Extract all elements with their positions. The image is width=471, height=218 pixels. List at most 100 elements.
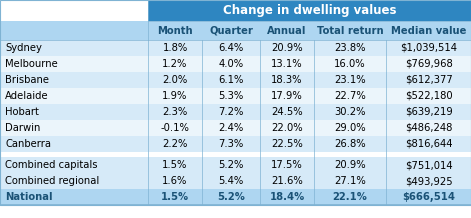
Bar [148,72,202,88]
Bar [0,40,148,56]
Text: $493,925: $493,925 [405,176,452,186]
Text: 26.8%: 26.8% [334,139,366,149]
Bar [202,120,260,136]
Text: 13.1%: 13.1% [271,59,303,69]
Text: Median value: Median value [391,26,466,36]
Bar [202,173,260,189]
Text: -0.1%: -0.1% [161,123,189,133]
Bar [314,104,386,120]
Text: 2.3%: 2.3% [162,107,187,117]
Bar [314,88,386,104]
Bar [148,173,202,189]
Text: 5.3%: 5.3% [219,91,244,101]
Bar [386,157,471,173]
Text: 2.2%: 2.2% [162,139,187,149]
Text: 1.2%: 1.2% [162,59,187,69]
Bar [148,120,202,136]
Text: 4.0%: 4.0% [219,59,244,69]
Bar [148,136,202,152]
Bar [148,21,202,40]
Bar [148,56,202,72]
Text: Total return: Total return [317,26,383,36]
Bar [386,104,471,120]
Bar [0,21,148,40]
Bar [260,40,314,56]
Text: 22.5%: 22.5% [271,139,303,149]
Bar [148,104,202,120]
Bar [260,157,314,173]
Text: 6.1%: 6.1% [219,75,244,85]
Bar [260,104,314,120]
Bar [0,72,148,88]
Bar [202,104,260,120]
Bar [202,72,260,88]
Text: 1.9%: 1.9% [162,91,187,101]
Bar [0,157,148,173]
Text: 18.4%: 18.4% [269,192,305,202]
Text: 23.8%: 23.8% [334,43,366,53]
Bar [0,189,148,205]
Bar [148,88,202,104]
Bar [314,21,386,40]
Bar [314,189,386,205]
Text: $522,180: $522,180 [405,91,452,101]
Text: 17.9%: 17.9% [271,91,303,101]
Bar [386,72,471,88]
Text: Combined capitals: Combined capitals [5,160,97,170]
Text: 2.4%: 2.4% [219,123,244,133]
Bar [386,189,471,205]
Bar [0,136,148,152]
Bar [260,189,314,205]
Text: 1.8%: 1.8% [162,43,187,53]
Bar [0,173,148,189]
Text: Hobart: Hobart [5,107,39,117]
Bar [202,157,260,173]
Text: National: National [5,192,52,202]
Bar [260,173,314,189]
Bar [386,40,471,56]
Text: 20.9%: 20.9% [271,43,303,53]
Text: Brisbane: Brisbane [5,75,49,85]
Text: 1.5%: 1.5% [162,160,187,170]
Bar [386,120,471,136]
Text: Sydney: Sydney [5,43,42,53]
Bar [0,0,148,21]
Text: 30.2%: 30.2% [334,107,366,117]
Text: 17.5%: 17.5% [271,160,303,170]
Bar [260,21,314,40]
Text: $816,644: $816,644 [405,139,452,149]
Text: $1,039,514: $1,039,514 [400,43,457,53]
Text: Combined regional: Combined regional [5,176,99,186]
Bar [314,72,386,88]
Text: 7.2%: 7.2% [219,107,244,117]
Text: 29.0%: 29.0% [334,123,366,133]
Text: 23.1%: 23.1% [334,75,366,85]
Text: 16.0%: 16.0% [334,59,366,69]
Bar [260,88,314,104]
Text: 27.1%: 27.1% [334,176,366,186]
Bar [386,88,471,104]
Bar [202,21,260,40]
Text: 18.3%: 18.3% [271,75,303,85]
Text: Annual: Annual [268,26,307,36]
Text: $769,968: $769,968 [405,59,452,69]
Text: $612,377: $612,377 [405,75,452,85]
Text: 5.2%: 5.2% [219,160,244,170]
Bar [202,88,260,104]
Bar [148,0,471,21]
Text: $751,014: $751,014 [405,160,452,170]
Text: 1.6%: 1.6% [162,176,187,186]
Bar [314,136,386,152]
Bar [202,189,260,205]
Text: 24.5%: 24.5% [271,107,303,117]
Text: 2.0%: 2.0% [162,75,187,85]
Bar [202,136,260,152]
Text: Month: Month [157,26,193,36]
Text: Darwin: Darwin [5,123,41,133]
Bar [0,56,148,72]
Bar [0,152,471,157]
Bar [314,157,386,173]
Text: $486,248: $486,248 [405,123,452,133]
Bar [260,72,314,88]
Bar [202,56,260,72]
